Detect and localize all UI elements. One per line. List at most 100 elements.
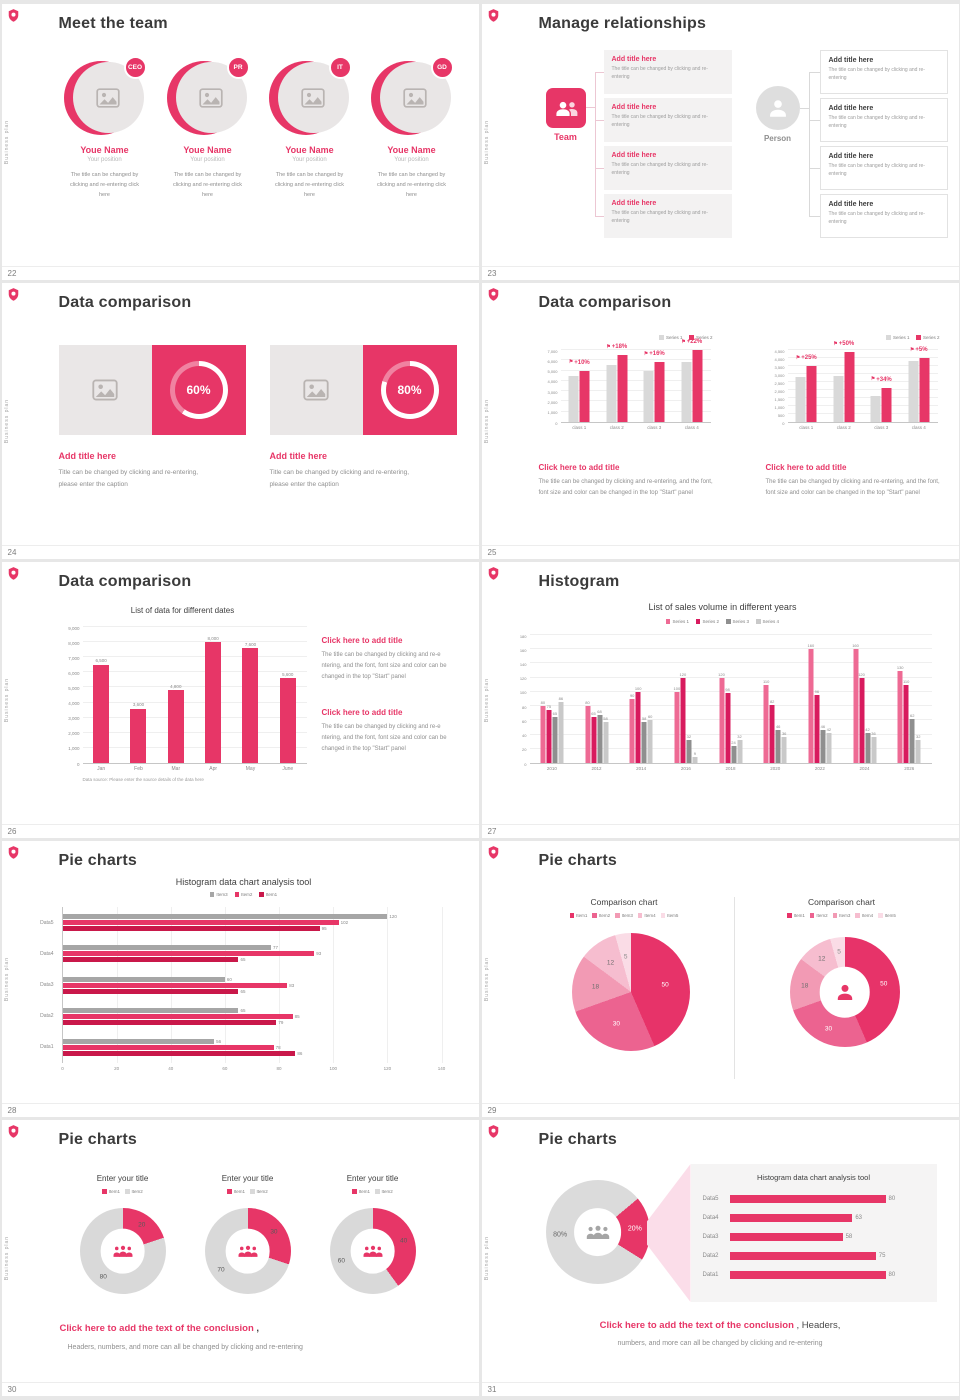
slice-label: 70 [217, 1266, 225, 1274]
side-text: Business plan [3, 956, 10, 1002]
slide-28[interactable]: Business plan Pie charts Histogram data … [1, 841, 479, 1117]
bar-row: 86 [62, 1050, 442, 1056]
bar-group: ⚑ +10% [561, 351, 599, 422]
bar-group: 5,600 [269, 628, 306, 763]
gridline [560, 390, 711, 392]
slide-26[interactable]: Business plan Data comparison List of da… [1, 562, 479, 838]
slice-label: 20 [138, 1221, 146, 1229]
slide-29[interactable]: Business plan Pie charts Comparison char… [481, 841, 959, 1117]
legend-swatch [756, 619, 761, 624]
gridline [787, 405, 938, 406]
category-label: Data4 [702, 1214, 719, 1221]
audience-icon [112, 1244, 134, 1258]
footer-divider [481, 1103, 959, 1104]
bar-group: 130 110 62 32 [887, 636, 932, 763]
footer-divider [481, 1382, 959, 1383]
legend-swatch [209, 892, 215, 897]
info-box: Add title here The title can be changed … [819, 194, 948, 238]
slide-23[interactable]: Business plan Manage relationships Team … [481, 4, 959, 280]
slide-30[interactable]: Business plan Pie charts Enter your titl… [1, 1120, 479, 1396]
bar [62, 1007, 239, 1013]
slide-24[interactable]: Business plan Data comparison 60% Add ti… [1, 283, 479, 559]
chart-title: Comparison chart [807, 897, 876, 907]
slice-label: 80 [99, 1273, 107, 1281]
y-tick-label: 0 [76, 761, 80, 767]
bar [62, 988, 239, 994]
value-label: 32 [915, 734, 921, 740]
category-label: 2020 [770, 766, 781, 771]
chart-legend: Item1 Item2 [189, 1189, 307, 1194]
legend-label: Item3 [839, 913, 851, 918]
bars [795, 366, 817, 422]
page-number: 25 [487, 548, 497, 557]
box-heading: Add title here [611, 104, 657, 111]
slide-22[interactable]: Business plan Meet the team CEO Youe Nam… [1, 4, 479, 280]
page-title: Data comparison [58, 573, 192, 590]
page-title: Manage relationships [538, 15, 707, 32]
flag-icon: ⚑ [681, 338, 686, 345]
chart-legend: Item1 Item2 [314, 1189, 432, 1194]
text-panel: Click here to add title The title can be… [766, 463, 946, 499]
legend-item: Series 1 [665, 619, 689, 624]
x-axis-labels: 2010 2012 2014 2016 2018 2020 2022 2024 2026 [530, 766, 932, 771]
category-labels: Data5 Data4 Data3 Data2 Data1 [32, 907, 58, 1063]
x-tick-label: 40 [168, 1066, 174, 1071]
flag-icon: ⚑ [606, 343, 611, 350]
bar [729, 1232, 843, 1241]
value-label: 32 [686, 734, 692, 740]
slide-27[interactable]: Business plan Histogram List of sales vo… [481, 562, 959, 838]
value-label: 96 [814, 688, 820, 694]
x-tick-label: 80 [276, 1066, 282, 1071]
legend-item: Series 2 [695, 619, 719, 624]
gridline [82, 731, 307, 733]
conclusion: Click here to add the text of the conclu… [60, 1323, 260, 1334]
legend-swatch [726, 619, 731, 624]
chart-legend: Series 1 Series 2 Series 3 Series 4 [512, 619, 934, 624]
bar [62, 1019, 277, 1025]
category-label: 2018 [725, 766, 736, 771]
category-label: class 4 [684, 425, 699, 430]
slide-31[interactable]: Business plan Pie charts 20% 80% Histogra… [481, 1120, 959, 1396]
y-tick-label: 3,000 [68, 716, 80, 722]
bar-group: ⚑ +50% [825, 341, 863, 422]
bar-row: 95 [62, 926, 442, 932]
image-placeholder-icon [303, 379, 329, 401]
plot-area: ⚑ +25% ⚑ +50% ⚑ +34% ⚑ +5% [787, 341, 938, 423]
bar [62, 926, 320, 932]
block-heading: Add title here [58, 451, 117, 461]
y-tick-label: 2,000 [774, 388, 785, 394]
category-label: class 2 [836, 425, 851, 430]
value-label: 58 [603, 715, 608, 721]
y-tick-label: 5,000 [68, 685, 80, 691]
value-label: 5,600 [282, 671, 294, 677]
footer-divider [481, 545, 959, 546]
bar-track: 58 [729, 1232, 925, 1241]
bar: 98 [725, 687, 731, 763]
connector-line [808, 72, 810, 217]
legend-label: Item2 [131, 1189, 143, 1194]
legend-swatch [855, 913, 860, 918]
connector-line [799, 108, 809, 109]
legend-item: Item1 [102, 1189, 120, 1194]
annotation-text: +16% [649, 351, 665, 358]
body-line: Title can be changed by clicking and re-… [269, 469, 410, 476]
bar [62, 976, 225, 982]
legend-label: Series 1 [892, 335, 910, 340]
legend-item: Item2 [250, 1189, 268, 1194]
gridline [787, 373, 938, 374]
bar: 120 [680, 672, 686, 763]
bar: 110 [763, 679, 769, 763]
value-label: 120 [718, 671, 725, 677]
value-label: 85 [294, 1013, 300, 1019]
value-label: 46 [820, 724, 826, 730]
category-label: Data3 [702, 1233, 719, 1240]
gridline [560, 369, 711, 371]
bars [643, 362, 665, 422]
avatar: PR [166, 56, 250, 138]
slide-25[interactable]: Business plan Data comparison Series 1 Se… [481, 283, 959, 559]
avatar: IT [268, 56, 352, 138]
bars: 6,500 [93, 658, 110, 763]
bar: 9 [692, 751, 698, 763]
annotation: ⚑ +18% [589, 344, 645, 350]
